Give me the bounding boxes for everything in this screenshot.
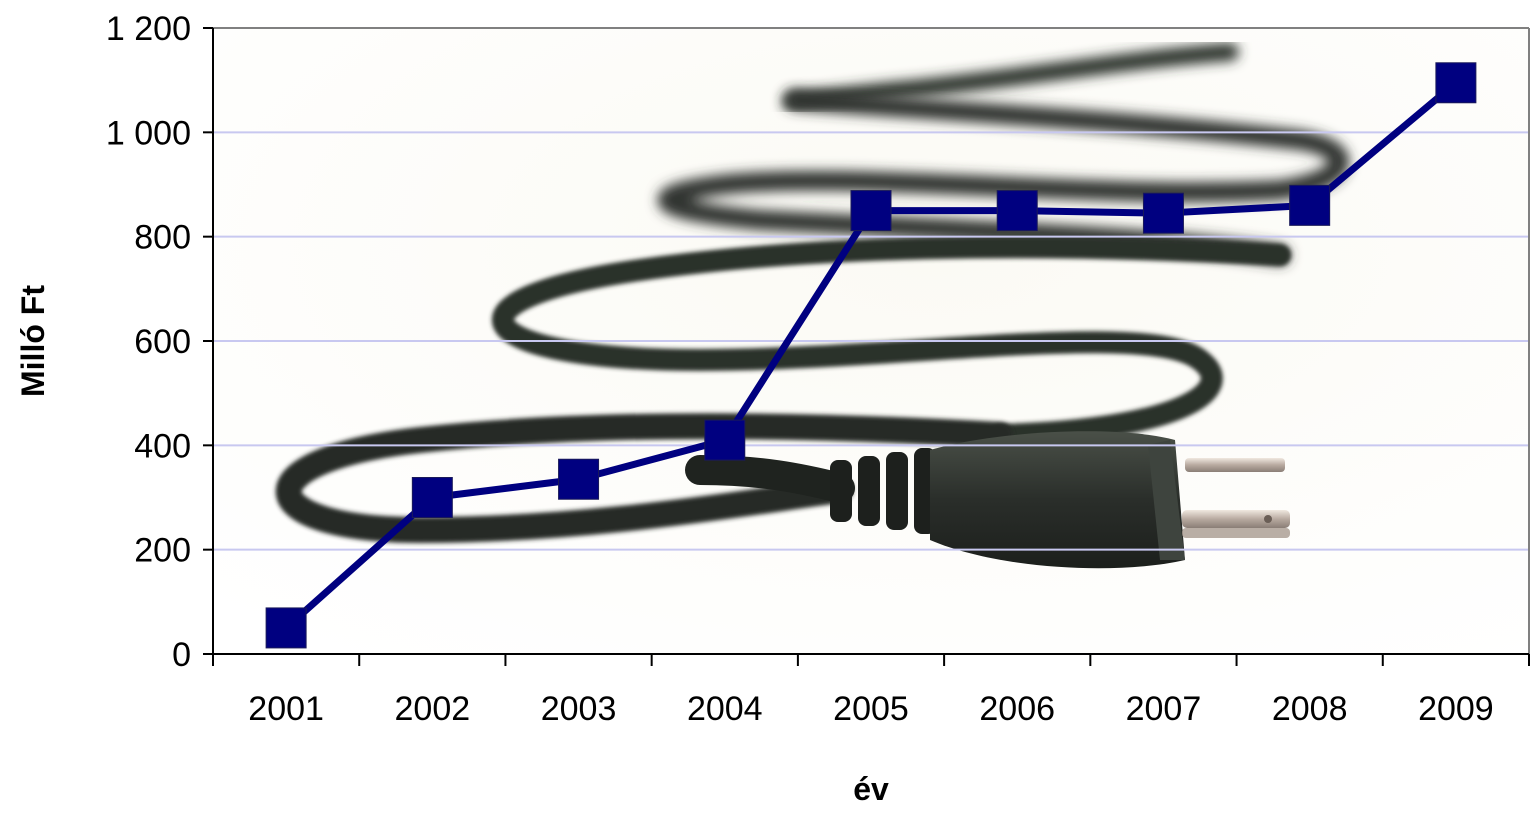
- x-tick-label: 2008: [1272, 690, 1348, 728]
- series-layer: [265, 62, 1477, 649]
- y-axis-title: Milló Ft: [15, 285, 51, 397]
- x-axis-tick-labels: 2001 2002 2003 2004 2005 2006 2007 2008 2009: [248, 690, 1493, 728]
- x-tick-label: 2009: [1418, 690, 1494, 728]
- data-point-marker: [996, 190, 1038, 232]
- y-tick-label: 200: [134, 532, 191, 570]
- y-tick-label: 400: [134, 427, 191, 465]
- y-tick-label: 1 000: [106, 114, 191, 152]
- data-point-marker: [1289, 184, 1331, 226]
- x-tick-label: 2001: [248, 690, 324, 728]
- x-tick-label: 2006: [979, 690, 1055, 728]
- x-axis-title: év: [853, 771, 889, 807]
- data-point-marker: [850, 190, 892, 232]
- y-tick-label: 800: [134, 219, 191, 257]
- x-tick-label: 2007: [1126, 690, 1202, 728]
- data-point-marker: [411, 477, 453, 518]
- y-tick-label: 600: [134, 323, 191, 361]
- y-axis-tick-labels: 0 200 400 600 800 1 000 1 200: [106, 10, 191, 674]
- y-tick-label: 0: [172, 636, 191, 674]
- x-axis-ticks: [212, 654, 1530, 666]
- x-tick-label: 2003: [541, 690, 617, 728]
- x-tick-label: 2005: [833, 690, 909, 728]
- y-axis-ticks: [203, 27, 213, 655]
- data-point-marker: [558, 458, 600, 500]
- data-point-marker: [1142, 192, 1184, 234]
- x-tick-label: 2004: [687, 690, 763, 728]
- x-tick-label: 2002: [395, 690, 471, 728]
- plot-area-frame: [213, 27, 1530, 654]
- y-tick-label: 1 200: [106, 10, 191, 48]
- y-gridlines: [213, 131, 1529, 551]
- data-point-marker: [265, 607, 307, 649]
- data-point-marker: [1435, 62, 1477, 104]
- data-point-marker: [704, 419, 746, 461]
